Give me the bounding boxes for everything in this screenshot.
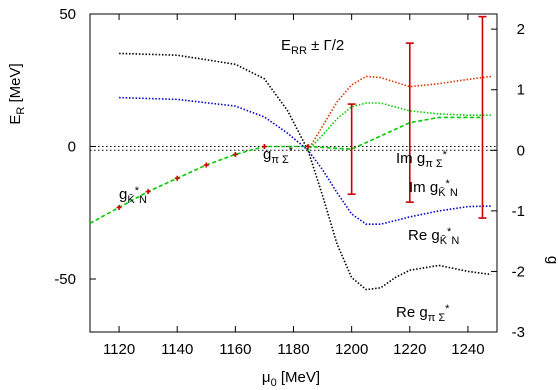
bottom-series-line-0	[119, 52, 492, 291]
y-tick-label-right: 0	[517, 142, 525, 159]
zero-lines	[90, 146, 497, 151]
y-tick-label-right: 1	[517, 82, 525, 99]
y-axis-label-right: g	[544, 256, 558, 264]
label-im-g-pi-sigma: Im gπ Σ*	[396, 149, 448, 170]
axis-ticks	[90, 13, 497, 333]
label-re-g-kbar-n: Re gK̄*N	[408, 226, 459, 247]
y-axis-label-left: ER [MeV]	[7, 63, 27, 124]
error-bars	[116, 15, 487, 219]
x-tick-label: 1240	[451, 341, 484, 358]
series-lines	[89, 52, 492, 291]
y-tick-label-right: 2	[517, 21, 525, 38]
label-im-g-kbar-n: Im gK̄*N	[409, 178, 458, 199]
er-annotation: ERR ± Γ/2	[281, 37, 344, 57]
x-tick-label: 1220	[393, 341, 426, 358]
y-tick-label-left: 50	[59, 6, 76, 23]
x-tick-label: 1160	[219, 341, 251, 358]
y-tick-label-left: -50	[54, 271, 76, 288]
chart-labels: 1120 1140 1160 1180 1200 1220 1240 -50 0 50 -3 -2 -1…	[7, 6, 558, 389]
y-tick-label-right: -3	[512, 324, 525, 341]
label-g-pi-sigma: gπ Σ*	[263, 145, 294, 166]
y-tick-label-left: 0	[68, 139, 76, 156]
y-tick-label-right: -1	[512, 203, 525, 220]
x-tick-label: 1180	[277, 341, 309, 358]
label-g-kbar-n: gK̄*N	[119, 185, 147, 206]
x-tick-label: 1140	[161, 341, 193, 358]
x-tick-label: 1200	[335, 341, 368, 358]
bottom-series-line-3	[307, 102, 492, 151]
x-axis-label: μ0 [MeV]	[262, 369, 320, 389]
top-series-line-0	[89, 116, 483, 225]
plot-frame	[89, 13, 498, 333]
y-tick-label-right: -2	[512, 263, 525, 280]
x-tick-label: 1120	[103, 341, 135, 358]
bottom-series-line-2	[307, 75, 492, 151]
label-re-g-pi-sigma: Re gπ Σ*	[396, 303, 450, 324]
